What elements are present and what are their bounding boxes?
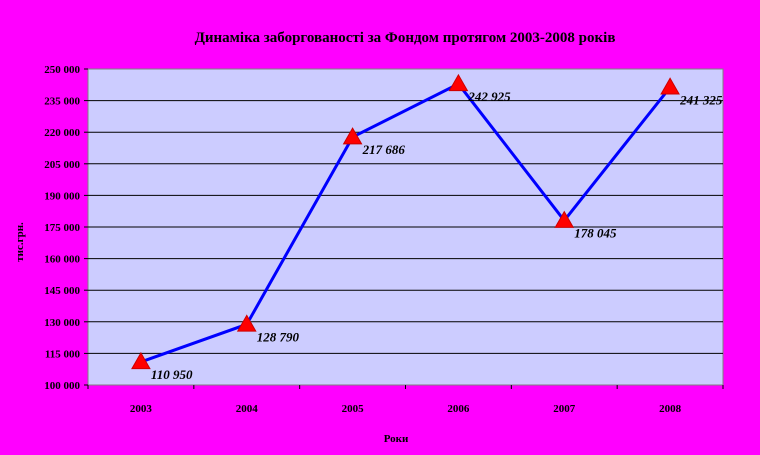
x-tick-label: 2007 (553, 403, 576, 415)
x-tick-label: 2008 (659, 403, 682, 415)
data-point-2004 (236, 314, 257, 332)
y-tick-label: 115 000 (45, 348, 81, 360)
data-point-2006 (448, 73, 469, 92)
y-tick-label: 160 000 (44, 254, 80, 266)
data-label-2005: 217 686 (362, 142, 406, 157)
data-markers (131, 73, 680, 370)
y-axis-label: тис.грн. (14, 222, 26, 262)
gridlines (88, 100, 723, 354)
y-tick-label: 205 000 (44, 159, 80, 171)
y-axis-ticks: 100 000 115 000 130 000 145 000 160 000 175 0… (44, 64, 88, 392)
x-tick-label: 2004 (236, 403, 259, 415)
y-tick-label: 190 000 (44, 190, 80, 202)
chart-title: Динаміка заборгованості за Фондом протяг… (195, 30, 616, 46)
y-tick-label: 235 000 (44, 96, 80, 108)
x-axis-ticks: 2003 2004 2005 2006 2007 2008 (87, 385, 724, 415)
data-label-2004: 128 790 (257, 329, 300, 344)
x-tick-label: 2003 (130, 403, 153, 415)
y-tick-label: 175 000 (44, 222, 80, 234)
data-label-2008: 241 325 (679, 92, 723, 107)
y-tick-label: 130 000 (44, 317, 80, 329)
data-point-2003 (131, 351, 151, 370)
series-line (140, 82, 672, 364)
data-point-2007 (554, 210, 575, 228)
x-axis-label: Роки (384, 433, 409, 445)
x-tick-label: 2006 (447, 403, 470, 415)
data-point-2005 (342, 127, 363, 145)
x-tick-label: 2005 (342, 403, 365, 415)
data-label-2007: 178 045 (574, 226, 617, 241)
y-tick-label: 250 000 (44, 64, 80, 76)
y-tick-label: 145 000 (44, 285, 80, 297)
y-tick-label: 220 000 (44, 127, 80, 139)
data-point-2008 (660, 77, 680, 95)
data-label-2003: 110 950 (151, 367, 193, 382)
data-label-2006: 242 925 (467, 89, 511, 104)
data-labels: 110 950 128 790 217 686 242 925 178 045 241 3… (151, 89, 723, 382)
y-tick-label: 100 000 (44, 380, 80, 392)
